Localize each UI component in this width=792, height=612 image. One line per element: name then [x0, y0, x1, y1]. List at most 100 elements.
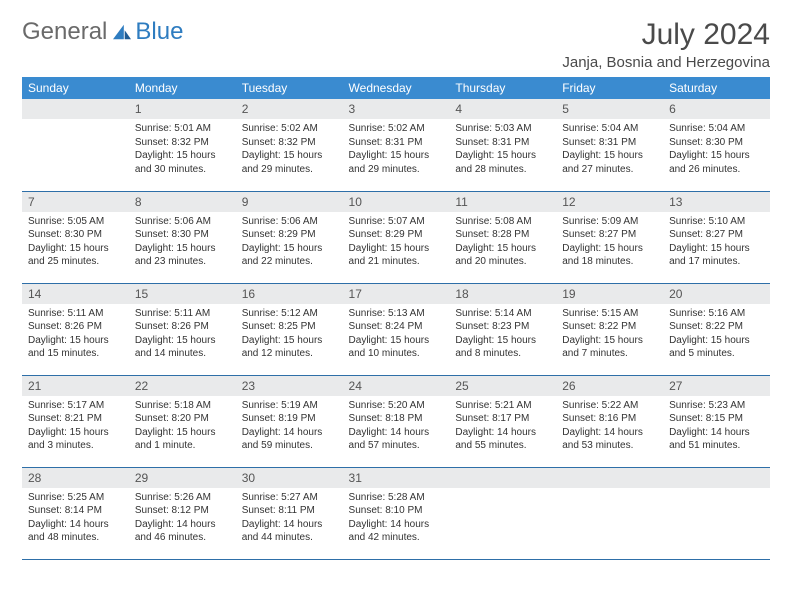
calendar-day-cell: 17Sunrise: 5:13 AMSunset: 8:24 PMDayligh… [343, 283, 450, 375]
daylight-text: Daylight: 15 hours and 15 minutes. [28, 334, 123, 361]
day-number: 15 [129, 284, 236, 304]
day-details: Sunrise: 5:12 AMSunset: 8:25 PMDaylight:… [236, 304, 343, 365]
day-number: 12 [556, 192, 663, 212]
calendar-day-cell: 13Sunrise: 5:10 AMSunset: 8:27 PMDayligh… [663, 191, 770, 283]
weekday-header: Wednesday [343, 77, 450, 99]
calendar-day-cell: 8Sunrise: 5:06 AMSunset: 8:30 PMDaylight… [129, 191, 236, 283]
sunset-text: Sunset: 8:26 PM [135, 320, 230, 334]
sunrise-text: Sunrise: 5:20 AM [349, 399, 444, 413]
sunrise-text: Sunrise: 5:05 AM [28, 215, 123, 229]
calendar-day-cell [449, 467, 556, 559]
sunrise-text: Sunrise: 5:18 AM [135, 399, 230, 413]
daylight-text: Daylight: 15 hours and 26 minutes. [669, 149, 764, 176]
daylight-text: Daylight: 15 hours and 28 minutes. [455, 149, 550, 176]
sunset-text: Sunset: 8:31 PM [349, 136, 444, 150]
day-number [556, 468, 663, 488]
daylight-text: Daylight: 15 hours and 17 minutes. [669, 242, 764, 269]
sunrise-text: Sunrise: 5:04 AM [562, 122, 657, 136]
daylight-text: Daylight: 15 hours and 30 minutes. [135, 149, 230, 176]
day-details: Sunrise: 5:25 AMSunset: 8:14 PMDaylight:… [22, 488, 129, 549]
daylight-text: Daylight: 14 hours and 46 minutes. [135, 518, 230, 545]
daylight-text: Daylight: 15 hours and 1 minute. [135, 426, 230, 453]
sunset-text: Sunset: 8:27 PM [562, 228, 657, 242]
sunset-text: Sunset: 8:26 PM [28, 320, 123, 334]
calendar-day-cell: 27Sunrise: 5:23 AMSunset: 8:15 PMDayligh… [663, 375, 770, 467]
sunrise-text: Sunrise: 5:08 AM [455, 215, 550, 229]
calendar-day-cell [556, 467, 663, 559]
calendar-day-cell: 15Sunrise: 5:11 AMSunset: 8:26 PMDayligh… [129, 283, 236, 375]
sunset-text: Sunset: 8:10 PM [349, 504, 444, 518]
calendar-head: SundayMondayTuesdayWednesdayThursdayFrid… [22, 77, 770, 99]
daylight-text: Daylight: 15 hours and 8 minutes. [455, 334, 550, 361]
calendar-day-cell: 24Sunrise: 5:20 AMSunset: 8:18 PMDayligh… [343, 375, 450, 467]
sunrise-text: Sunrise: 5:10 AM [669, 215, 764, 229]
sunset-text: Sunset: 8:29 PM [349, 228, 444, 242]
sunset-text: Sunset: 8:24 PM [349, 320, 444, 334]
day-details: Sunrise: 5:17 AMSunset: 8:21 PMDaylight:… [22, 396, 129, 457]
logo-sail-icon [111, 23, 133, 41]
day-details: Sunrise: 5:15 AMSunset: 8:22 PMDaylight:… [556, 304, 663, 365]
day-number: 2 [236, 99, 343, 119]
day-details [22, 119, 129, 126]
sunset-text: Sunset: 8:18 PM [349, 412, 444, 426]
sunset-text: Sunset: 8:20 PM [135, 412, 230, 426]
day-number [22, 99, 129, 119]
location-text: Janja, Bosnia and Herzegovina [562, 54, 770, 71]
title-block: July 2024 Janja, Bosnia and Herzegovina [562, 18, 770, 71]
brand-part2: Blue [135, 18, 183, 46]
day-number: 10 [343, 192, 450, 212]
calendar-day-cell: 5Sunrise: 5:04 AMSunset: 8:31 PMDaylight… [556, 99, 663, 191]
sunset-text: Sunset: 8:28 PM [455, 228, 550, 242]
month-title: July 2024 [562, 18, 770, 52]
calendar-day-cell: 2Sunrise: 5:02 AMSunset: 8:32 PMDaylight… [236, 99, 343, 191]
sunrise-text: Sunrise: 5:15 AM [562, 307, 657, 321]
day-details [556, 488, 663, 495]
sunset-text: Sunset: 8:32 PM [242, 136, 337, 150]
daylight-text: Daylight: 15 hours and 10 minutes. [349, 334, 444, 361]
calendar-day-cell: 26Sunrise: 5:22 AMSunset: 8:16 PMDayligh… [556, 375, 663, 467]
calendar-day-cell: 10Sunrise: 5:07 AMSunset: 8:29 PMDayligh… [343, 191, 450, 283]
sunset-text: Sunset: 8:29 PM [242, 228, 337, 242]
day-number: 29 [129, 468, 236, 488]
sunrise-text: Sunrise: 5:04 AM [669, 122, 764, 136]
sunset-text: Sunset: 8:27 PM [669, 228, 764, 242]
day-details: Sunrise: 5:02 AMSunset: 8:31 PMDaylight:… [343, 119, 450, 180]
day-details [449, 488, 556, 495]
day-number: 9 [236, 192, 343, 212]
daylight-text: Daylight: 15 hours and 7 minutes. [562, 334, 657, 361]
day-details: Sunrise: 5:10 AMSunset: 8:27 PMDaylight:… [663, 212, 770, 273]
sunset-text: Sunset: 8:30 PM [135, 228, 230, 242]
sunrise-text: Sunrise: 5:11 AM [28, 307, 123, 321]
daylight-text: Daylight: 15 hours and 12 minutes. [242, 334, 337, 361]
calendar-week: 21Sunrise: 5:17 AMSunset: 8:21 PMDayligh… [22, 375, 770, 467]
daylight-text: Daylight: 15 hours and 29 minutes. [349, 149, 444, 176]
day-number: 14 [22, 284, 129, 304]
day-details: Sunrise: 5:20 AMSunset: 8:18 PMDaylight:… [343, 396, 450, 457]
calendar-day-cell [22, 99, 129, 191]
day-details: Sunrise: 5:07 AMSunset: 8:29 PMDaylight:… [343, 212, 450, 273]
calendar-day-cell: 4Sunrise: 5:03 AMSunset: 8:31 PMDaylight… [449, 99, 556, 191]
sunset-text: Sunset: 8:25 PM [242, 320, 337, 334]
calendar-day-cell: 30Sunrise: 5:27 AMSunset: 8:11 PMDayligh… [236, 467, 343, 559]
sunrise-text: Sunrise: 5:01 AM [135, 122, 230, 136]
day-number [449, 468, 556, 488]
sunrise-text: Sunrise: 5:21 AM [455, 399, 550, 413]
daylight-text: Daylight: 15 hours and 29 minutes. [242, 149, 337, 176]
calendar-day-cell [663, 467, 770, 559]
sunset-text: Sunset: 8:31 PM [562, 136, 657, 150]
day-number: 8 [129, 192, 236, 212]
day-details: Sunrise: 5:23 AMSunset: 8:15 PMDaylight:… [663, 396, 770, 457]
day-number: 17 [343, 284, 450, 304]
daylight-text: Daylight: 14 hours and 57 minutes. [349, 426, 444, 453]
sunrise-text: Sunrise: 5:06 AM [242, 215, 337, 229]
day-number: 6 [663, 99, 770, 119]
weekday-header: Tuesday [236, 77, 343, 99]
day-details: Sunrise: 5:22 AMSunset: 8:16 PMDaylight:… [556, 396, 663, 457]
calendar-day-cell: 28Sunrise: 5:25 AMSunset: 8:14 PMDayligh… [22, 467, 129, 559]
daylight-text: Daylight: 14 hours and 44 minutes. [242, 518, 337, 545]
day-number: 30 [236, 468, 343, 488]
day-number: 4 [449, 99, 556, 119]
sunset-text: Sunset: 8:30 PM [28, 228, 123, 242]
sunset-text: Sunset: 8:15 PM [669, 412, 764, 426]
calendar-day-cell: 16Sunrise: 5:12 AMSunset: 8:25 PMDayligh… [236, 283, 343, 375]
